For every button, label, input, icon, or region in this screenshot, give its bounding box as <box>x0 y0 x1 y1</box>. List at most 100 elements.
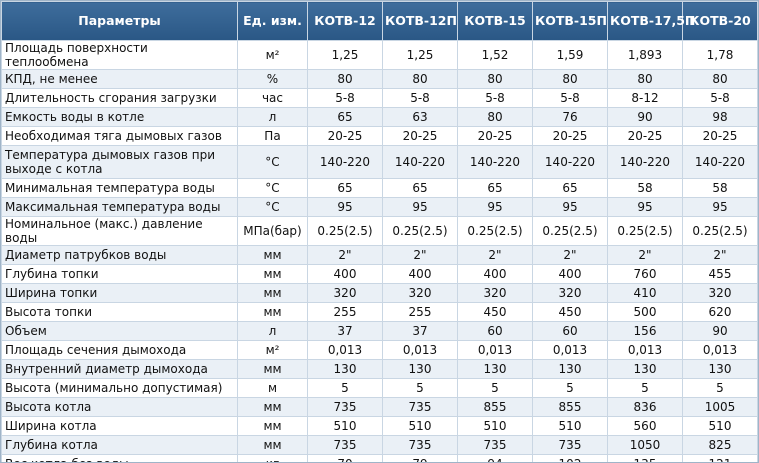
unit-cell: мм <box>237 359 308 379</box>
value-cell: 1,78 <box>682 40 758 70</box>
value-cell: 95 <box>532 197 608 217</box>
unit-cell: % <box>237 69 308 89</box>
table-row: Диаметр патрубков воды мм 2" 2" 2" 2" 2" 2" <box>1 245 758 265</box>
table-row: Глубина топки мм 400 400 400 400 760 455 <box>1 264 758 284</box>
parameter-cell: Объем <box>1 321 238 341</box>
value-cell: 140-220 <box>682 145 758 179</box>
value-cell: 2" <box>682 245 758 265</box>
value-cell: 76 <box>532 107 608 127</box>
unit-cell: °С <box>237 145 308 179</box>
parameter-cell: Температура дымовых газов при выходе с к… <box>1 145 238 179</box>
value-cell: 1,25 <box>307 40 383 70</box>
value-cell: 450 <box>532 302 608 322</box>
value-cell: 510 <box>307 416 383 436</box>
value-cell: 320 <box>532 283 608 303</box>
unit-cell: мм <box>237 416 308 436</box>
value-cell: 1,59 <box>532 40 608 70</box>
table-row: Емкость воды в котле л 65 63 80 76 90 98 <box>1 107 758 127</box>
value-cell: 400 <box>382 264 458 284</box>
value-cell: 95 <box>682 197 758 217</box>
value-cell: 320 <box>307 283 383 303</box>
table-row: Номинальное (макс.) давление воды МПа(бар… <box>1 216 758 246</box>
value-cell: 80 <box>607 69 683 89</box>
unit-cell: л <box>237 107 308 127</box>
unit-cell: МПа(бар) <box>237 216 308 246</box>
value-cell: 65 <box>382 178 458 198</box>
value-cell: 80 <box>307 69 383 89</box>
value-cell: 0.25(2.5) <box>532 216 608 246</box>
value-cell: 80 <box>532 69 608 89</box>
parameter-cell: Высота котла <box>1 397 238 417</box>
value-cell: 5-8 <box>382 88 458 108</box>
table-row: Длительность сгорания загрузки час 5-8 5-8 5… <box>1 88 758 108</box>
unit-cell: м² <box>237 40 308 70</box>
parameter-cell: Высота (минимально допустимая) <box>1 378 238 398</box>
value-cell: 20-25 <box>682 126 758 146</box>
value-cell: 37 <box>382 321 458 341</box>
value-cell: 400 <box>532 264 608 284</box>
header-model-kotv-15p: КОТВ-15П <box>532 1 608 41</box>
header-model-kotv-15: КОТВ-15 <box>457 1 533 41</box>
value-cell: 855 <box>457 397 533 417</box>
value-cell: 0.25(2.5) <box>382 216 458 246</box>
table-row: Площадь сечения дымохода м² 0,013 0,013 0,01… <box>1 340 758 360</box>
value-cell: 255 <box>307 302 383 322</box>
value-cell: 0.25(2.5) <box>682 216 758 246</box>
parameter-cell: Диаметр патрубков воды <box>1 245 238 265</box>
value-cell: 65 <box>457 178 533 198</box>
unit-cell: мм <box>237 264 308 284</box>
value-cell: 130 <box>457 359 533 379</box>
value-cell: 130 <box>607 359 683 379</box>
value-cell: 0,013 <box>457 340 533 360</box>
value-cell: 510 <box>382 416 458 436</box>
parameter-cell: Минимальная температура воды <box>1 178 238 198</box>
value-cell: 140-220 <box>532 145 608 179</box>
table-row: Минимальная температура воды °С 65 65 65 65 58… <box>1 178 758 198</box>
value-cell: 735 <box>307 435 383 455</box>
value-cell: 20-25 <box>607 126 683 146</box>
unit-cell: час <box>237 88 308 108</box>
table-row: Глубина котла мм 735 735 735 735 1050 825 <box>1 435 758 455</box>
value-cell: 80 <box>682 69 758 89</box>
parameter-cell: Глубина котла <box>1 435 238 455</box>
value-cell: 5 <box>607 378 683 398</box>
header-model-kotv-17-5p: КОТВ-17,5П <box>607 1 695 41</box>
value-cell: 2" <box>532 245 608 265</box>
value-cell: 156 <box>607 321 683 341</box>
parameter-cell: Емкость воды в котле <box>1 107 238 127</box>
value-cell: 0,013 <box>532 340 608 360</box>
unit-cell: мм <box>237 302 308 322</box>
table-row: Высота (минимально допустимая) м 5 5 5 5 5 5 <box>1 378 758 398</box>
table-row: Высота котла мм 735 735 855 855 836 1005 <box>1 397 758 417</box>
value-cell: 20-25 <box>457 126 533 146</box>
value-cell: 2" <box>457 245 533 265</box>
unit-cell: л <box>237 321 308 341</box>
value-cell: 5-8 <box>307 88 383 108</box>
value-cell: 5 <box>457 378 533 398</box>
value-cell: 0,013 <box>307 340 383 360</box>
value-cell: 20-25 <box>532 126 608 146</box>
value-cell: 130 <box>682 359 758 379</box>
value-cell: 2" <box>607 245 683 265</box>
value-cell: 735 <box>382 435 458 455</box>
parameter-cell: Длительность сгорания загрузки <box>1 88 238 108</box>
parameter-cell: Высота топки <box>1 302 238 322</box>
value-cell: 855 <box>532 397 608 417</box>
value-cell: 130 <box>532 359 608 379</box>
value-cell: 37 <box>307 321 383 341</box>
parameter-cell: Вес котла без воды <box>1 454 238 462</box>
value-cell: 620 <box>682 302 758 322</box>
value-cell: 20-25 <box>382 126 458 146</box>
parameter-cell: Площадь поверхности теплообмена <box>1 40 238 70</box>
table-row: Максимальная температура воды °С 95 95 95 95 9… <box>1 197 758 217</box>
value-cell: 0,013 <box>382 340 458 360</box>
value-cell: 58 <box>682 178 758 198</box>
table-row: Необходимая тяга дымовых газов Па 20-25 20-… <box>1 126 758 146</box>
value-cell: 1050 <box>607 435 683 455</box>
value-cell: 760 <box>607 264 683 284</box>
table-row: Ширина котла мм 510 510 510 510 560 510 <box>1 416 758 436</box>
value-cell: 80 <box>382 69 458 89</box>
value-cell: 102 <box>532 454 608 462</box>
